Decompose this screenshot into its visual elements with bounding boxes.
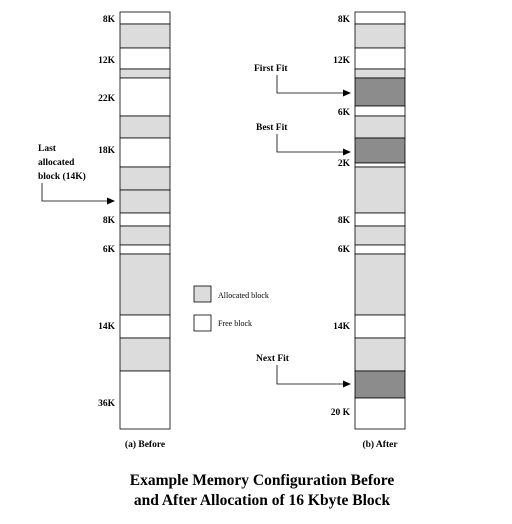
before-allocated-block bbox=[119, 115, 171, 139]
before-allocated-block bbox=[119, 23, 171, 49]
after-allocated-block bbox=[354, 166, 406, 214]
before-block-label: 22K bbox=[98, 94, 116, 104]
before-caption: (a) Before bbox=[125, 439, 165, 450]
before-free-block bbox=[119, 77, 171, 117]
before-allocated-block bbox=[119, 68, 171, 79]
after-free-block bbox=[354, 244, 406, 255]
after-block-label: 6K bbox=[338, 108, 351, 118]
after-block-label: 14K bbox=[333, 322, 351, 332]
after-block-label: 8K bbox=[338, 216, 351, 226]
last-allocated-arrowhead bbox=[107, 197, 115, 205]
after-block-label: 6K bbox=[338, 245, 351, 255]
after-free-block bbox=[354, 162, 406, 168]
next-fit-arrow bbox=[276, 365, 343, 385]
after-allocated-block bbox=[354, 23, 406, 49]
before-allocated-block bbox=[119, 337, 171, 372]
after-first-fit-block bbox=[354, 77, 406, 107]
last-allocated-annotation: Last bbox=[38, 144, 57, 154]
before-free-block bbox=[119, 314, 171, 339]
next-fit-arrowhead bbox=[343, 380, 351, 388]
after-free-block bbox=[354, 397, 406, 430]
legend-allocated-label: Allocated block bbox=[218, 291, 269, 300]
before-free-block bbox=[119, 11, 171, 25]
after-free-block bbox=[354, 314, 406, 339]
legend: Allocated block Free block bbox=[193, 285, 269, 332]
before-block-label: 18K bbox=[98, 146, 116, 156]
after-caption: (b) After bbox=[362, 439, 398, 450]
last-allocated-annotation: block (14K) bbox=[38, 171, 86, 182]
after-best-fit-block bbox=[354, 137, 406, 164]
after-free-block bbox=[354, 11, 406, 25]
best-fit-arrowhead bbox=[343, 148, 351, 156]
after-allocated-block bbox=[354, 115, 406, 139]
legend-free-label: Free block bbox=[218, 319, 252, 328]
before-block-label: 36K bbox=[98, 399, 116, 409]
after-allocated-block bbox=[354, 337, 406, 372]
before-free-block bbox=[119, 370, 171, 430]
before-block-label: 14K bbox=[98, 322, 116, 332]
last-allocated-arrow bbox=[41, 183, 108, 202]
next-fit-label: Next Fit bbox=[256, 354, 290, 364]
legend-allocated-swatch bbox=[193, 285, 212, 303]
after-column: 8K 12K 6K 2K 8K 6K 14K 20 K First Fit Be… bbox=[254, 11, 406, 450]
before-allocated-block bbox=[119, 166, 171, 191]
before-last-allocated-block bbox=[119, 189, 171, 214]
before-block-label: 8K bbox=[103, 216, 116, 226]
before-free-block bbox=[119, 47, 171, 70]
before-allocated-block bbox=[119, 225, 171, 246]
before-block-label: 8K bbox=[103, 15, 116, 25]
before-column: 8K 12K 22K 18K 8K 6K 14K 36K Last alloca… bbox=[38, 11, 171, 450]
before-block-label: 6K bbox=[103, 245, 116, 255]
after-free-block bbox=[354, 47, 406, 70]
figure-title-line-2: and After Allocation of 16 Kbyte Block bbox=[134, 492, 391, 509]
figure-title-line-1: Example Memory Configuration Before bbox=[130, 472, 395, 489]
best-fit-arrow bbox=[276, 134, 343, 153]
before-free-block bbox=[119, 244, 171, 255]
after-allocated-block bbox=[354, 253, 406, 316]
after-allocated-block bbox=[354, 225, 406, 246]
after-free-block bbox=[354, 105, 406, 117]
first-fit-label: First Fit bbox=[254, 64, 288, 74]
last-allocated-annotation: allocated bbox=[38, 158, 75, 168]
after-allocated-block bbox=[354, 68, 406, 79]
legend-free-swatch bbox=[193, 314, 212, 332]
before-allocated-block bbox=[119, 253, 171, 316]
after-free-block bbox=[354, 212, 406, 227]
first-fit-arrow bbox=[276, 75, 343, 94]
before-free-block bbox=[119, 212, 171, 227]
first-fit-arrowhead bbox=[343, 89, 351, 97]
after-block-label: 12K bbox=[333, 56, 351, 66]
before-free-block bbox=[119, 137, 171, 168]
after-next-fit-block bbox=[354, 370, 406, 399]
after-block-label: 2K bbox=[338, 159, 351, 169]
before-block-label: 12K bbox=[98, 56, 116, 66]
after-block-label: 20 K bbox=[331, 408, 351, 418]
best-fit-label: Best Fit bbox=[256, 123, 288, 133]
after-block-label: 8K bbox=[338, 15, 351, 25]
